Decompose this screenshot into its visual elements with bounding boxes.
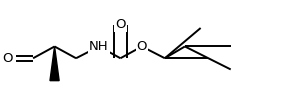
Text: O: O [137, 40, 147, 53]
Text: O: O [3, 52, 13, 65]
Text: O: O [115, 18, 126, 31]
Text: NH: NH [89, 40, 109, 53]
Polygon shape [50, 46, 59, 81]
